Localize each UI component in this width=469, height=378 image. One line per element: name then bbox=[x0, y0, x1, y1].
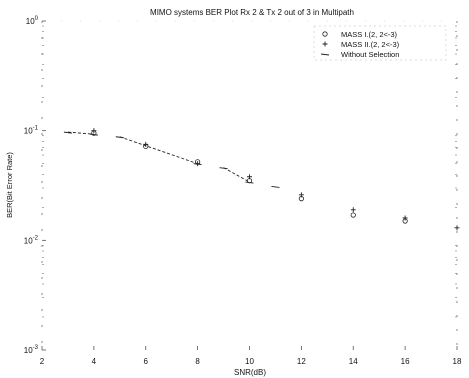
series-1-point-4 bbox=[298, 192, 304, 198]
series-2-point-1 bbox=[89, 133, 98, 136]
x-tick-label-4: 10 bbox=[245, 357, 254, 366]
x-tick-label-2: 6 bbox=[144, 357, 149, 366]
legend-marker-1 bbox=[322, 41, 328, 47]
y-tick-base-0: 10 bbox=[26, 17, 35, 26]
plot-frame bbox=[41, 20, 458, 350]
x-tick-label-1: 4 bbox=[92, 357, 97, 366]
y-tick-exponent-0: 0 bbox=[35, 16, 39, 22]
series-layer bbox=[63, 128, 460, 231]
x-tick-label-8: 18 bbox=[453, 357, 462, 366]
y-tick-label-0: 100 bbox=[26, 16, 39, 26]
series-2-point-4 bbox=[219, 167, 228, 170]
x-tick-label-3: 8 bbox=[195, 357, 200, 366]
y-tick-base-1: 10 bbox=[24, 127, 33, 136]
x-axis-label: SNR(dB) bbox=[234, 368, 266, 377]
x-tick-label-6: 14 bbox=[349, 357, 358, 366]
y-tick-base-3: 10 bbox=[24, 346, 33, 355]
chart-title: MIMO systems BER Plot Rx 2 & Tx 2 out of… bbox=[150, 8, 354, 17]
series-2-point-6 bbox=[271, 186, 280, 188]
series-1-point-5 bbox=[350, 207, 356, 213]
legend: MASS I.(2, 2<-3)MASS II.(2, 2<-3)Without… bbox=[313, 25, 447, 61]
series-1-point-7 bbox=[454, 225, 460, 231]
legend-box bbox=[313, 25, 447, 61]
y-tick-exponent-1: -1 bbox=[33, 126, 39, 132]
y-tick-label-1: 10-1 bbox=[24, 126, 39, 136]
y-tick-label-3: 10-3 bbox=[24, 345, 39, 355]
series-2-segment-4 bbox=[223, 167, 250, 183]
legend-label-1: MASS II.(2, 2<-3) bbox=[341, 40, 400, 49]
x-tick-label-5: 12 bbox=[297, 357, 306, 366]
y-axis-label: BER(Bit Error Rate) bbox=[5, 152, 14, 218]
series-1-point-6 bbox=[402, 215, 408, 221]
series-0-point-5 bbox=[350, 212, 356, 218]
legend-label-2: Without Selection bbox=[341, 50, 399, 59]
legend-label-0: MASS I.(2, 2<-3) bbox=[341, 30, 398, 39]
legend-marker-2 bbox=[320, 53, 330, 56]
x-tick-label-0: 2 bbox=[40, 357, 45, 366]
series-2-segment-2 bbox=[119, 136, 198, 165]
series-2 bbox=[63, 131, 280, 188]
y-tick-label-2: 10-2 bbox=[24, 235, 39, 245]
axis-ticks bbox=[41, 20, 458, 351]
series-2-point-0 bbox=[63, 131, 72, 134]
series-1-point-3 bbox=[247, 174, 252, 180]
y-tick-base-2: 10 bbox=[24, 236, 33, 245]
series-2-point-3 bbox=[193, 163, 202, 166]
x-tick-labels: 2 4 6 8 10 12 14 16 18 bbox=[40, 357, 462, 366]
series-2-point-5 bbox=[245, 181, 254, 184]
legend-marker-0 bbox=[322, 31, 328, 37]
series-2-point-2 bbox=[115, 136, 124, 139]
x-tick-label-7: 16 bbox=[401, 357, 410, 366]
series-2-segment-0 bbox=[67, 131, 94, 135]
series-1 bbox=[91, 128, 460, 231]
series-1-point-0 bbox=[91, 128, 97, 134]
y-tick-exponent-3: -3 bbox=[33, 345, 39, 351]
y-tick-exponent-2: -2 bbox=[33, 235, 39, 241]
